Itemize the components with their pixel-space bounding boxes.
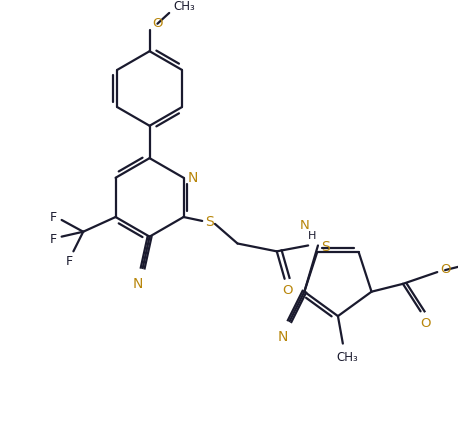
Text: N: N bbox=[133, 277, 143, 291]
Text: N: N bbox=[187, 171, 198, 185]
Text: O: O bbox=[440, 263, 450, 276]
Text: O: O bbox=[420, 317, 431, 330]
Text: N: N bbox=[278, 330, 288, 344]
Text: F: F bbox=[66, 255, 73, 268]
Text: F: F bbox=[50, 210, 57, 224]
Text: CH₃: CH₃ bbox=[173, 0, 195, 13]
Text: CH₃: CH₃ bbox=[336, 351, 358, 364]
Text: S: S bbox=[321, 240, 329, 254]
Text: O: O bbox=[282, 284, 293, 297]
Text: O: O bbox=[152, 17, 163, 30]
Text: H: H bbox=[308, 231, 316, 241]
Text: F: F bbox=[50, 233, 57, 246]
Text: S: S bbox=[205, 215, 213, 229]
Text: N: N bbox=[299, 219, 309, 232]
